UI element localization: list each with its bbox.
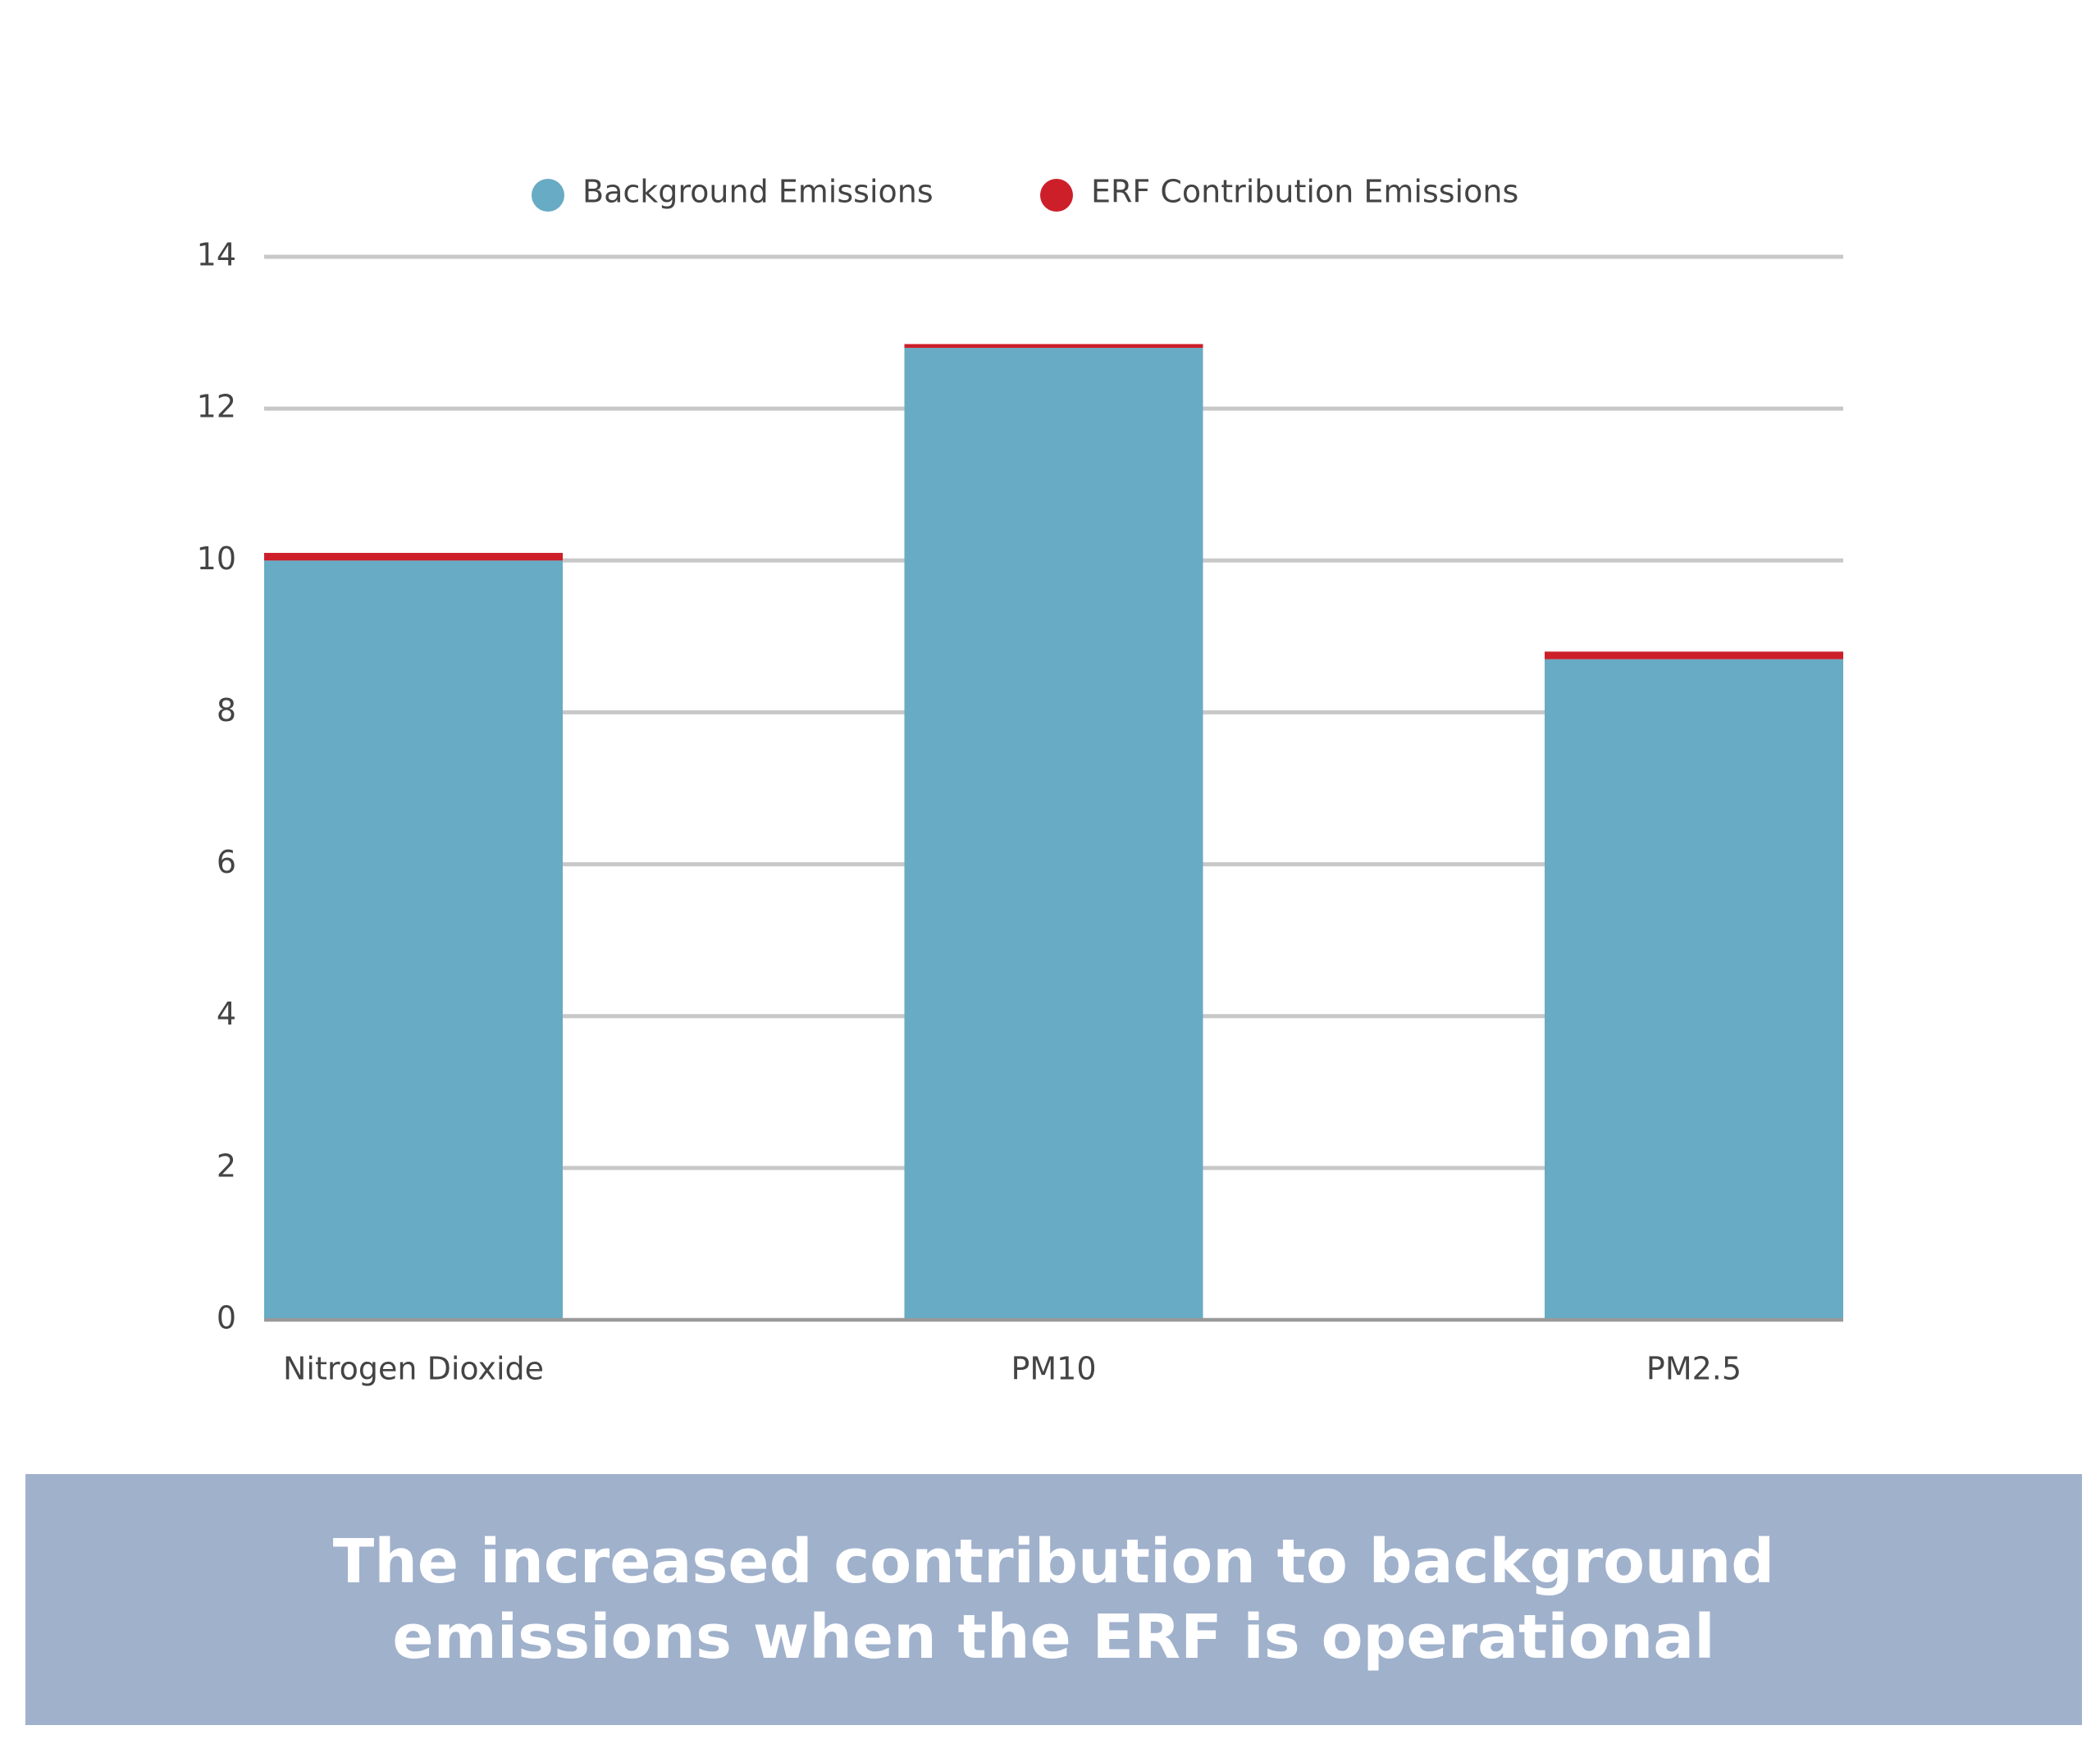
y-tick-label: 14 <box>197 237 236 273</box>
caption-banner: The increased contribution to background… <box>25 1474 2082 1725</box>
x-tick-label: PM10 <box>1011 1351 1096 1387</box>
legend-swatch <box>1040 179 1073 212</box>
legend-label: Background Emissions <box>582 174 934 210</box>
bar-segment <box>904 348 1203 1321</box>
y-tick-label: 2 <box>217 1148 236 1184</box>
chart: Background Emissions ERF Contribution Emi… <box>197 174 1843 1387</box>
bar-segment <box>264 553 563 561</box>
x-tick-label: Nitrogen Dioxide <box>283 1351 544 1387</box>
bar-segment <box>904 344 1203 349</box>
y-tick-label: 4 <box>217 996 236 1032</box>
y-tick-label: 8 <box>217 692 236 728</box>
y-tick-label: 0 <box>217 1300 236 1336</box>
y-tick-label: 10 <box>197 541 236 577</box>
chart-title: The increased contribution to background… <box>332 1527 1775 1673</box>
bar-segment <box>1545 651 1843 660</box>
x-tick-label: PM2.5 <box>1646 1351 1742 1387</box>
bar-segment <box>264 560 563 1320</box>
legend-swatch <box>532 179 564 212</box>
legend-label: ERF Contribution Emissions <box>1091 174 1518 210</box>
y-tick-label: 6 <box>217 844 236 880</box>
y-tick-label: 12 <box>197 389 236 425</box>
bar-segment <box>1545 659 1843 1320</box>
